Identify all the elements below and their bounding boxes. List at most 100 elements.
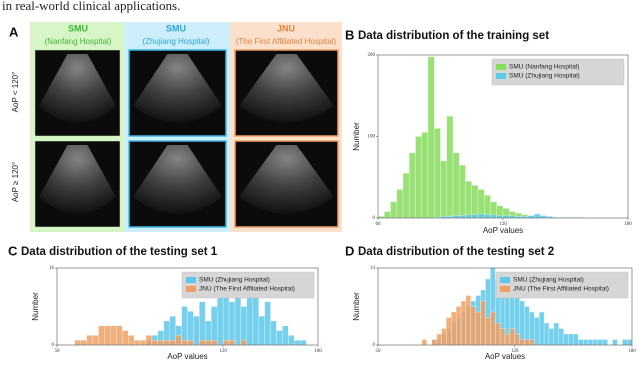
histogram-bar [592,339,598,346]
histogram-bar [294,340,301,346]
histogram-bar [396,189,404,219]
y-tick-label: 0 [373,343,376,348]
histogram-bar [477,213,485,219]
histogram-bar [471,185,479,219]
histogram-bar [139,340,147,346]
histogram-bar [145,335,153,346]
histogram-bar [568,333,574,346]
x-tick-label: 120 [219,349,227,354]
histogram-bar [440,160,447,219]
histogram-bar [282,325,289,346]
histogram-bar [402,173,410,219]
histogram-bar [452,215,460,219]
y-axis-label: Number [31,292,40,321]
histogram-bar [490,214,497,219]
histogram-bar [240,306,247,346]
x-axis-label: AoP values [167,352,207,361]
histogram-bar [116,325,123,346]
histogram-bar [524,306,530,346]
histogram-bar [163,340,170,346]
histogram-bar [199,340,206,346]
histogram-bar [496,215,504,219]
histogram-bar [421,132,429,219]
histogram-bar [211,340,218,346]
histogram-bar [495,322,501,346]
histogram-bar [409,152,416,219]
histogram-bar [384,211,391,219]
histogram-bar [122,330,129,346]
histogram-bar [578,339,584,346]
y-tick-label: 100 [368,135,376,140]
legend-label: SMU (Zhujiang Hospital) [509,73,580,80]
histogram-bar [529,339,535,346]
y-tick-label: 0 [373,216,376,221]
panel-label: B [345,27,354,42]
legend-label: JNU (The First Affiliated Hospital) [199,286,295,293]
histogram-bar [240,340,247,346]
histogram-bar [573,333,579,346]
histogram-bar [187,340,194,346]
histogram-bar [587,339,594,346]
histogram-bar [181,306,188,346]
histogram-bar [626,339,633,346]
x-axis-label: AoP values [485,352,525,361]
histogram-bar [427,56,435,219]
histogram-bar [612,339,618,346]
legend-swatch [496,73,506,79]
histogram-bar [199,301,206,346]
histogram-bar [228,301,236,346]
legend-swatch [500,277,510,283]
histogram-bar [415,136,422,219]
histogram-bar [539,311,545,346]
histogram-bar [490,311,496,346]
histogram-bar [504,333,511,346]
row-label: AoP ≥ 120° [11,162,20,202]
histogram-bar [548,328,554,346]
x-tick-label: 50 [376,349,382,354]
histogram-bar [534,317,540,346]
histogram-bar [270,320,277,346]
histogram-bar [484,214,491,219]
histogram-bar [133,340,141,346]
histogram-bar [477,189,485,219]
ultrasound-fan [39,145,116,214]
histogram-bar [446,317,452,346]
histogram-bar [456,306,462,346]
x-tick-label: 160 [314,349,322,354]
legend-label: SMU (Zhujiang Hospital) [199,277,270,284]
histogram-bar [543,322,550,346]
histogram-bar [471,214,479,219]
histogram-bar [459,215,466,219]
histogram-bar [465,295,471,346]
panel-a: A SMU (Nanfang Hospital) SMU (Zhujiang H… [9,22,342,232]
legend-box [491,58,625,86]
histogram-bar [465,181,472,219]
ultrasound-fan [239,54,334,123]
legend-swatch [186,277,196,283]
histogram-bar [128,335,135,346]
histogram-bar [484,195,491,219]
chart-title: Data distribution of the testing set 2 [358,246,554,258]
histogram-bar [451,311,457,346]
legend-swatch [186,286,196,292]
x-tick-label: 120 [499,222,507,227]
x-tick-label: 180 [624,222,632,227]
histogram-bar [459,164,466,219]
histogram-bar [92,335,99,346]
x-axis-label: AoP values [483,226,523,235]
histogram-bar [527,215,535,219]
plot-frame [56,267,319,346]
histogram-bar [98,325,105,346]
plot-frame [377,267,633,346]
histogram-bar [602,339,608,346]
histogram-bar [540,215,547,219]
histogram-bar [258,315,265,346]
histogram-bar [563,333,569,346]
histogram-bar [252,291,259,346]
ultrasound-fan [39,54,116,123]
x-tick-label: 120 [511,349,519,354]
histogram-bar [264,301,271,346]
histogram-bar [222,340,230,346]
histogram-bar [211,306,218,346]
